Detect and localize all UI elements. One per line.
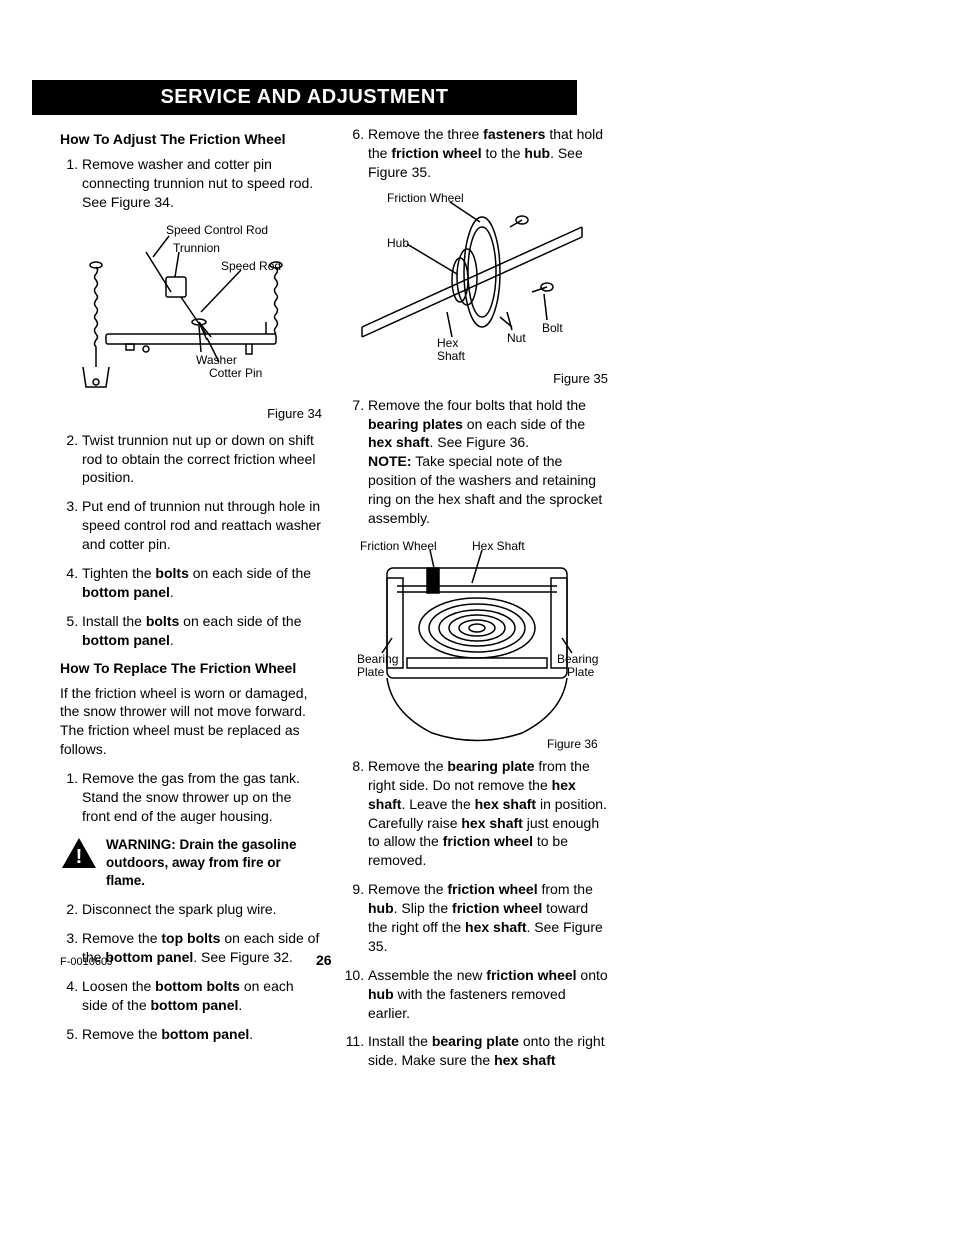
fig36-label-bearing-l-1: Bearing bbox=[357, 652, 398, 666]
left-column: How To Adjust The Friction Wheel Remove … bbox=[60, 125, 322, 1080]
fig35-label-hub: Hub bbox=[387, 236, 409, 250]
fig34-label-washer: Washer bbox=[196, 353, 237, 367]
fig36-label-hex-shaft: Hex Shaft bbox=[472, 539, 525, 553]
adjust-steps-list: Remove washer and cotter pin connecting … bbox=[60, 155, 322, 212]
figure-35-illustration: Friction Wheel Hub Bolt Nut Hex Shaft bbox=[352, 192, 602, 367]
replace-steps-a: Remove the gas from the gas tank. Stand … bbox=[60, 769, 322, 826]
section-banner: SERVICE AND ADJUSTMENT bbox=[32, 80, 577, 115]
fig36-label-bearing-r-2: Plate bbox=[567, 665, 595, 679]
replace-step-1: Remove the gas from the gas tank. Stand … bbox=[82, 769, 322, 826]
fig34-label-speed-control-rod: Speed Control Rod bbox=[166, 223, 268, 237]
replace-step-4: Loosen the bottom bolts on each side of … bbox=[82, 977, 322, 1015]
fig34-label-speed-rod: Speed Rod bbox=[221, 259, 281, 273]
figure-36-illustration: Friction Wheel Hex Shaft Bearing Plate B… bbox=[352, 538, 602, 753]
adjust-step-4: Tighten the bolts on each side of the bo… bbox=[82, 564, 322, 602]
fig35-label-friction-wheel: Friction Wheel bbox=[387, 192, 464, 205]
replace-step-5: Remove the bottom panel. bbox=[82, 1025, 322, 1044]
adjust-step-2: Twist trunnion nut up or down on shift r… bbox=[82, 431, 322, 488]
figure-36-caption-inline: Figure 36 bbox=[547, 737, 598, 751]
footer-code: F-001060J bbox=[60, 956, 113, 968]
adjust-steps-list-2: Twist trunnion nut up or down on shift r… bbox=[60, 431, 322, 650]
replace-step-6: Remove the three fasteners that hold the… bbox=[368, 125, 608, 182]
replace-steps-e: Remove the bearing plate from the right … bbox=[346, 757, 608, 1070]
replace-intro: If the friction wheel is worn or damaged… bbox=[60, 684, 322, 760]
fig36-label-bearing-l-2: Plate bbox=[357, 665, 385, 679]
replace-step-11: Install the bearing plate onto the right… bbox=[368, 1032, 608, 1070]
warning-callout: ! WARNING: Drain the gasoline outdoors, … bbox=[60, 836, 322, 891]
warning-text: WARNING: Drain the gasoline outdoors, aw… bbox=[106, 836, 322, 891]
adjust-step-5: Install the bolts on each side of the bo… bbox=[82, 612, 322, 650]
fig35-label-nut: Nut bbox=[507, 331, 526, 345]
adjust-step-3: Put end of trunnion nut through hole in … bbox=[82, 497, 322, 554]
replace-step-8: Remove the bearing plate from the right … bbox=[368, 757, 608, 870]
two-column-layout: How To Adjust The Friction Wheel Remove … bbox=[60, 125, 894, 1080]
figure-35-caption: Figure 35 bbox=[346, 371, 608, 386]
fig35-label-bolt: Bolt bbox=[542, 321, 563, 335]
replace-step-2: Disconnect the spark plug wire. bbox=[82, 900, 322, 919]
fig34-label-cotter-pin: Cotter Pin bbox=[209, 366, 262, 380]
replace-steps-c: Remove the three fasteners that hold the… bbox=[346, 125, 608, 182]
warning-icon: ! bbox=[60, 836, 98, 870]
adjust-step-1: Remove washer and cotter pin connecting … bbox=[82, 155, 322, 212]
fig35-label-hex-shaft-2: Shaft bbox=[437, 349, 466, 363]
replace-step-9: Remove the friction wheel from the hub. … bbox=[368, 880, 608, 956]
figure-34-illustration: Speed Control Rod Trunnion Speed Rod Was… bbox=[71, 222, 311, 402]
replace-steps-b: Disconnect the spark plug wire. Remove t… bbox=[60, 900, 322, 1043]
svg-text:!: ! bbox=[76, 846, 83, 868]
page-number: 26 bbox=[316, 952, 332, 968]
heading-adjust: How To Adjust The Friction Wheel bbox=[60, 131, 322, 147]
fig36-label-friction-wheel: Friction Wheel bbox=[360, 539, 437, 553]
replace-steps-d: Remove the four bolts that hold the bear… bbox=[346, 396, 608, 528]
fig34-label-trunnion: Trunnion bbox=[173, 241, 220, 255]
figure-34-caption: Figure 34 bbox=[60, 406, 322, 421]
manual-page: SERVICE AND ADJUSTMENT How To Adjust The… bbox=[0, 0, 954, 1240]
heading-replace: How To Replace The Friction Wheel bbox=[60, 660, 322, 676]
right-column: Remove the three fasteners that hold the… bbox=[346, 125, 608, 1080]
replace-step-7: Remove the four bolts that hold the bear… bbox=[368, 396, 608, 528]
fig35-label-hex-shaft-1: Hex bbox=[437, 336, 458, 350]
replace-step-3: Remove the top bolts on each side of the… bbox=[82, 929, 322, 967]
fig36-label-bearing-r-1: Bearing bbox=[557, 652, 598, 666]
replace-step-10: Assemble the new friction wheel onto hub… bbox=[368, 966, 608, 1023]
